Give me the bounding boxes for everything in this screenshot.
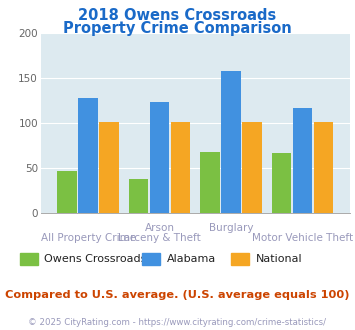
Text: All Property Crime: All Property Crime: [40, 233, 136, 243]
Bar: [99, 122, 119, 213]
Text: Burglary: Burglary: [209, 223, 253, 233]
Bar: [129, 179, 148, 213]
Text: Alabama: Alabama: [167, 254, 216, 264]
Text: Owens Crossroads: Owens Crossroads: [44, 254, 147, 264]
Bar: [171, 122, 190, 213]
Text: Larceny & Theft: Larceny & Theft: [118, 233, 201, 243]
Text: © 2025 CityRating.com - https://www.cityrating.com/crime-statistics/: © 2025 CityRating.com - https://www.city…: [28, 318, 327, 327]
Bar: [272, 152, 291, 213]
Text: Property Crime Comparison: Property Crime Comparison: [63, 21, 292, 36]
Bar: [221, 71, 241, 213]
Text: Arson: Arson: [144, 223, 175, 233]
Bar: [242, 122, 262, 213]
Text: 2018 Owens Crossroads: 2018 Owens Crossroads: [78, 8, 277, 23]
Text: National: National: [256, 254, 302, 264]
Bar: [293, 108, 312, 213]
Bar: [78, 98, 98, 213]
Text: Compared to U.S. average. (U.S. average equals 100): Compared to U.S. average. (U.S. average …: [5, 290, 350, 300]
Bar: [314, 122, 333, 213]
Bar: [58, 171, 77, 213]
Bar: [200, 152, 220, 213]
Text: Motor Vehicle Theft: Motor Vehicle Theft: [252, 233, 353, 243]
Bar: [150, 102, 169, 213]
